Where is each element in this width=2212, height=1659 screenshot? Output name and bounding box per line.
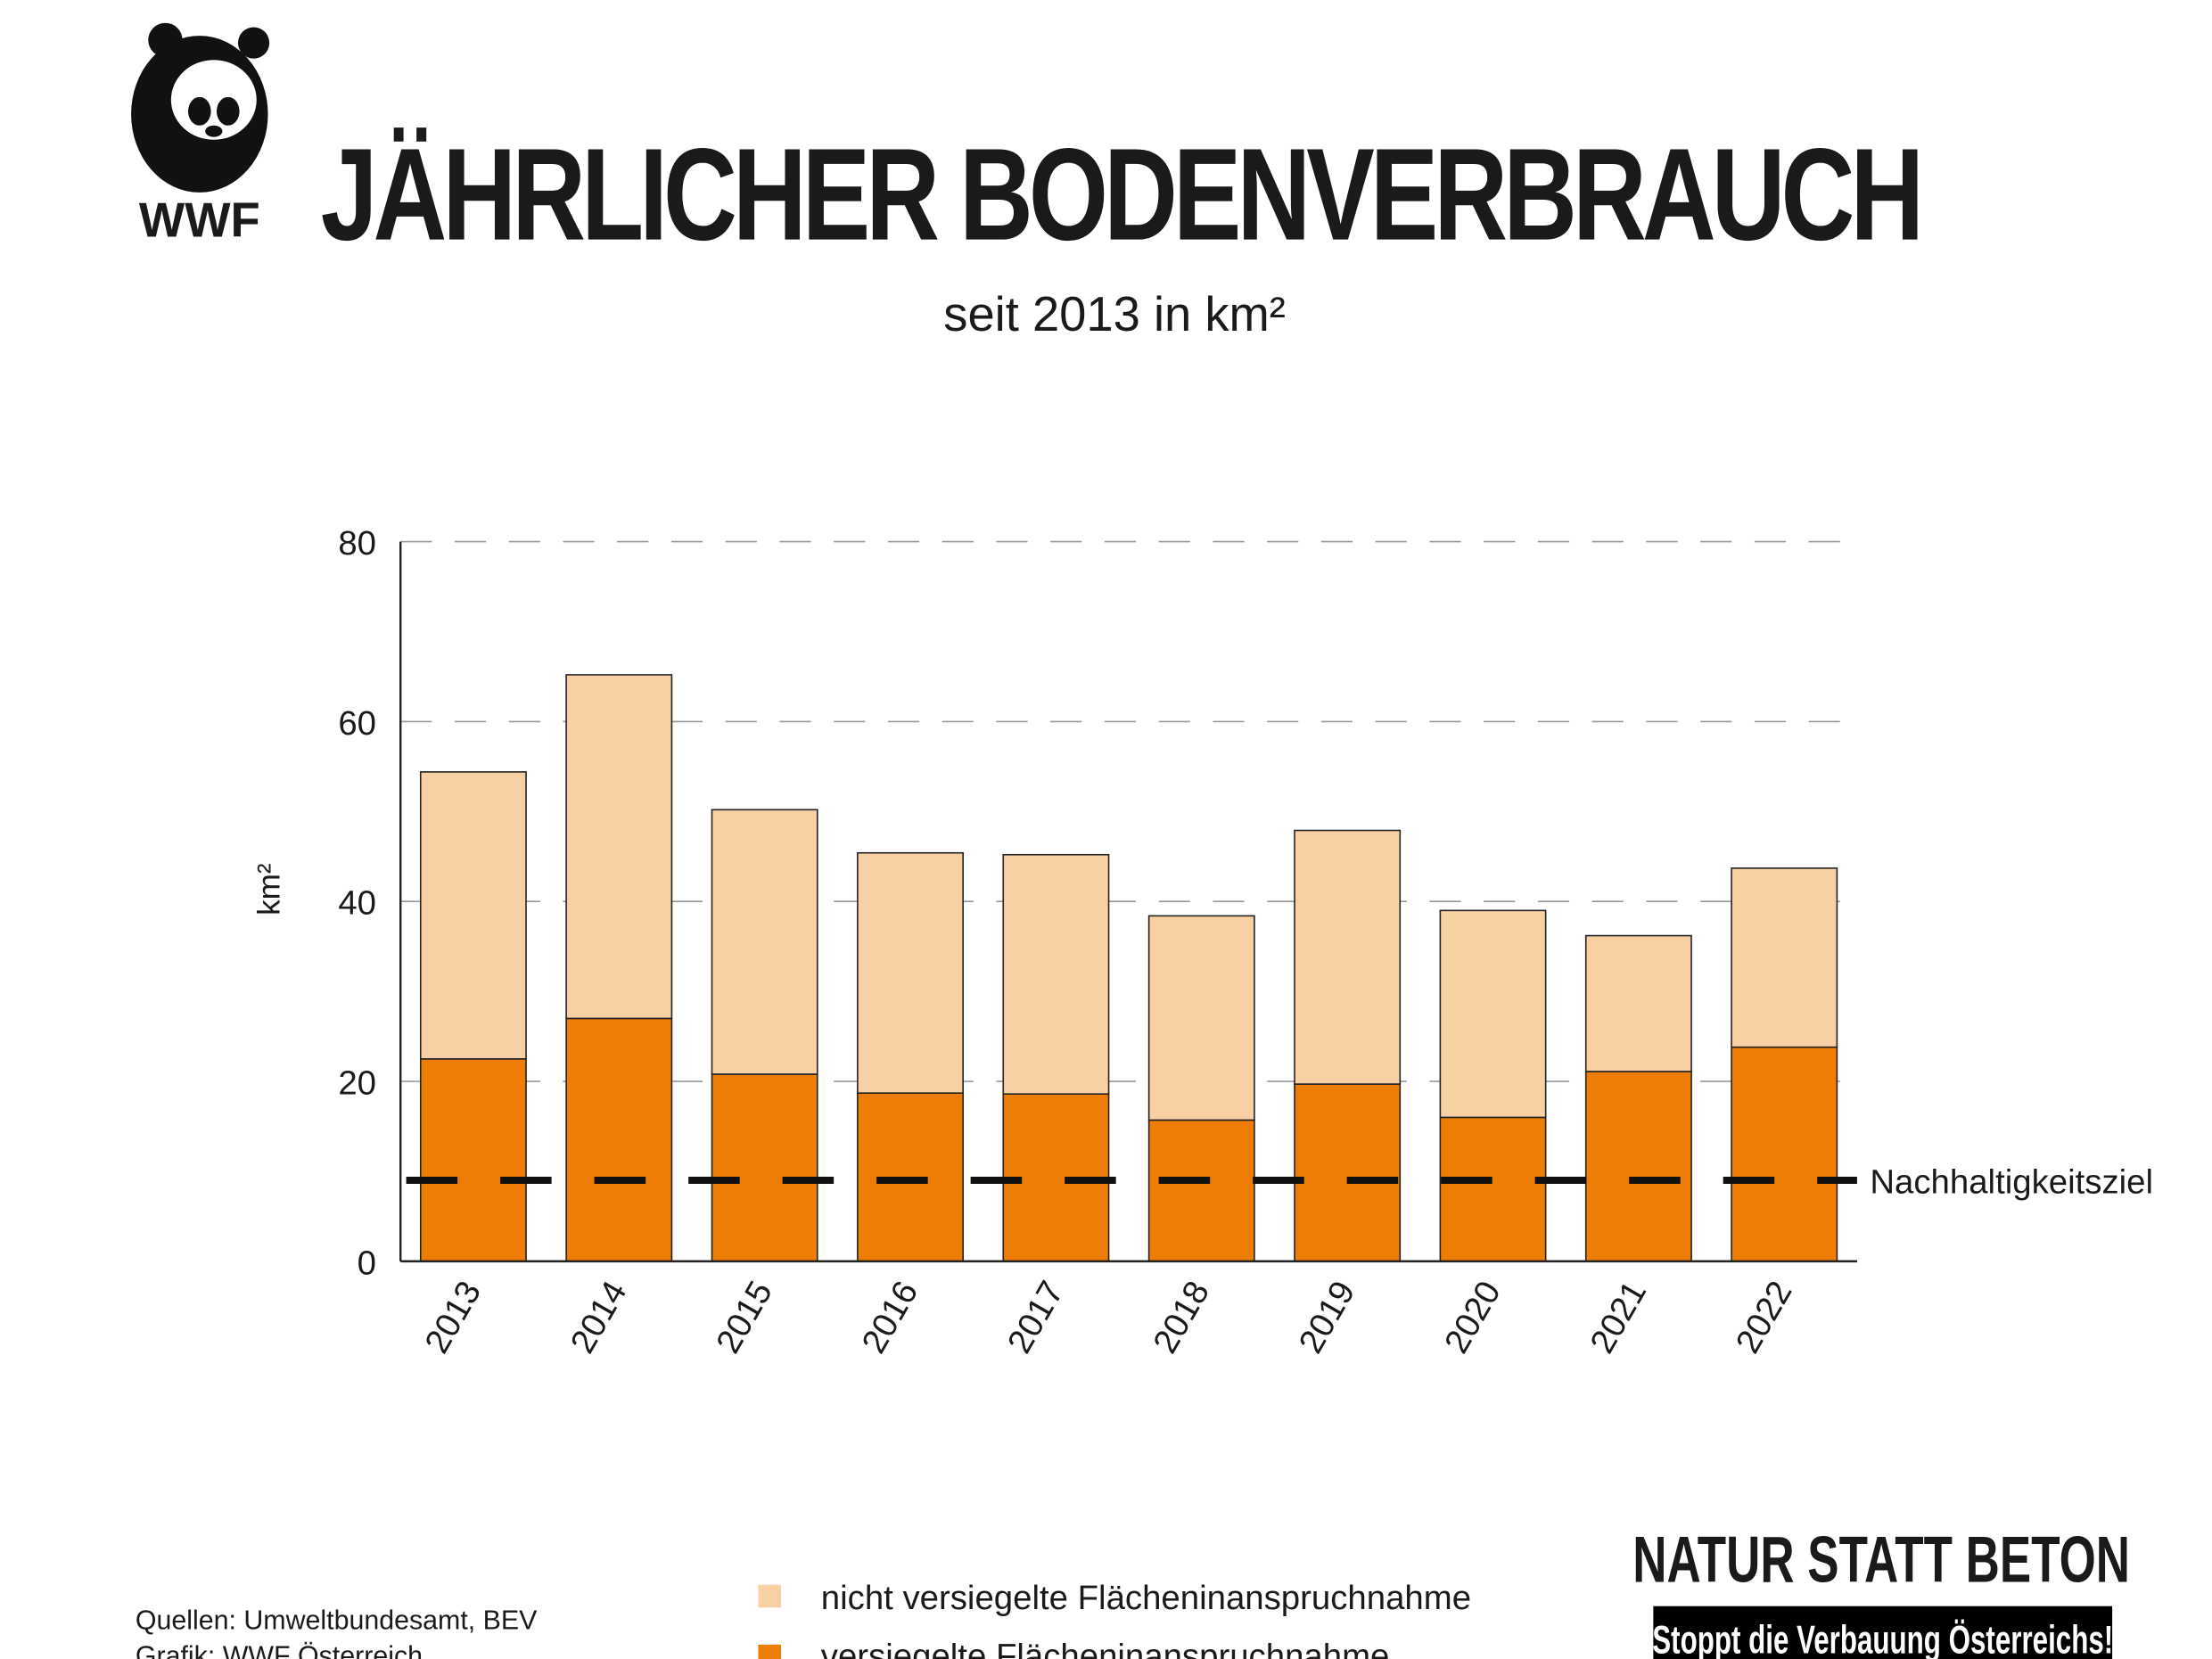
bar-sealed	[1731, 1046, 1838, 1262]
legend-swatch-unsealed	[758, 1584, 782, 1608]
bar-sealed	[1147, 1119, 1255, 1262]
bars	[419, 674, 1838, 1262]
sources-text: Quellen: Umweltbundesamt, BEV	[136, 1606, 538, 1635]
bar-sealed	[419, 1058, 527, 1262]
bar-sealed	[1584, 1071, 1692, 1262]
x-tick-label: 2017	[1000, 1275, 1072, 1359]
x-tick-label: 2021	[1583, 1275, 1654, 1359]
bar-unsealed	[419, 771, 527, 1060]
legend-swatch-sealed	[758, 1644, 782, 1659]
target-line-label: Nachhaltigkeitsziel	[1870, 1162, 2153, 1201]
y-tick-label: 0	[358, 1244, 376, 1282]
x-tick-label: 2014	[563, 1275, 635, 1359]
y-tick-label: 40	[338, 884, 376, 923]
bar-sealed	[711, 1073, 818, 1262]
y-tick-label: 80	[338, 524, 376, 563]
bar-unsealed	[565, 674, 673, 1020]
x-tick-label: 2022	[1729, 1275, 1800, 1359]
chart-subtitle: seit 2013 in km²	[943, 287, 1286, 341]
bar-sealed	[1294, 1083, 1402, 1262]
x-tick-label: 2016	[854, 1275, 925, 1359]
x-tick-label: 2020	[1437, 1275, 1509, 1359]
x-axis-ticks: 2013 2014 2015 2016 2017 2018 2019 2020 2021 2022	[417, 1275, 1799, 1359]
campaign-subtitle: Stoppt die Verbauung Österreichs!	[1652, 1618, 2113, 1659]
wwf-panda-logo: WWF	[131, 22, 270, 247]
x-tick-label: 2013	[417, 1275, 489, 1359]
legend-label-unsealed: nicht versiegelte Flächeninanspruchnahme	[821, 1579, 1471, 1617]
bar-unsealed	[1731, 867, 1838, 1048]
bar-sealed	[1439, 1116, 1547, 1262]
bar-sealed	[565, 1017, 673, 1262]
bar-unsealed	[1584, 934, 1692, 1072]
y-tick-label: 20	[338, 1064, 376, 1102]
bar-unsealed	[1294, 829, 1402, 1085]
bar-unsealed	[1002, 853, 1110, 1095]
y-axis-label: km²	[251, 863, 286, 916]
x-tick-label: 2019	[1292, 1275, 1363, 1359]
y-tick-label: 60	[338, 704, 376, 743]
graphic-credit-text: Grafik: WWF Österreich	[136, 1641, 423, 1659]
campaign-banner	[1653, 1606, 2113, 1659]
legend-label-sealed: versiegelte Flächeninanspruchnahme	[821, 1637, 1390, 1659]
bar-unsealed	[857, 851, 964, 1094]
chart-title: JÄHRLICHER BODENVERBRAUCH	[321, 121, 1920, 267]
bar-unsealed	[1439, 909, 1547, 1119]
y-axis-ticks: 0 20 40 60 80	[338, 524, 376, 1282]
bar-unsealed	[1147, 915, 1255, 1121]
wwf-logo-text: WWF	[139, 193, 260, 247]
campaign-title: NATUR STATT BETON	[1632, 1523, 2130, 1597]
x-tick-label: 2018	[1146, 1275, 1217, 1359]
bar-unsealed	[711, 809, 818, 1075]
x-tick-label: 2015	[709, 1275, 780, 1359]
